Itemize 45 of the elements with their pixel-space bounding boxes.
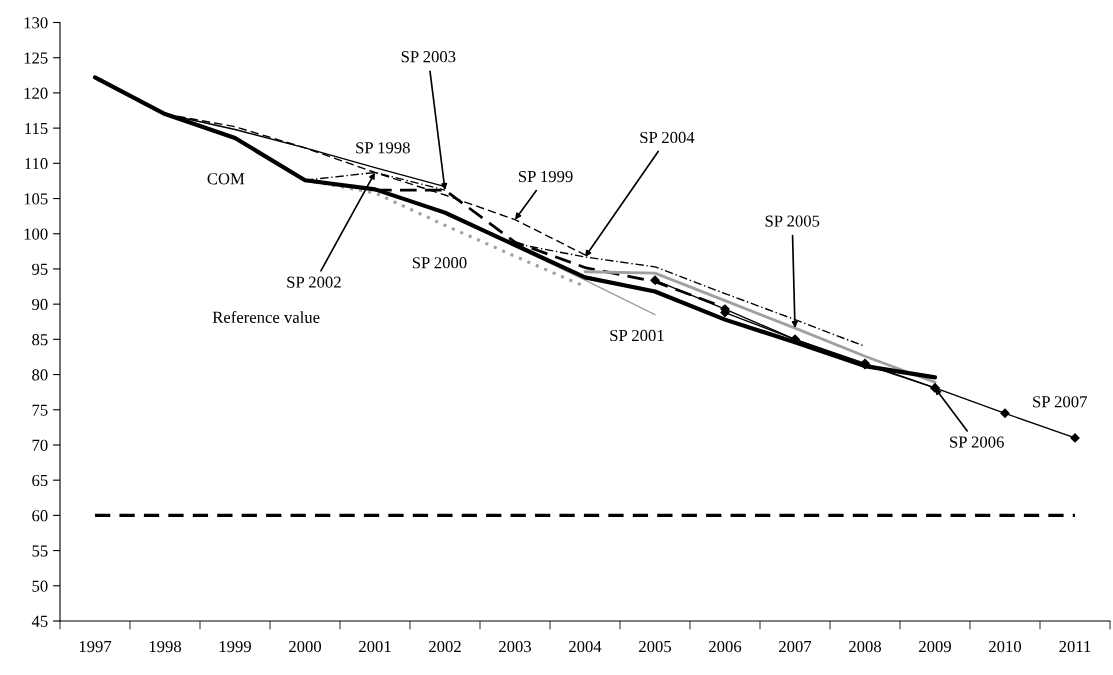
x-tick-label: 2005 bbox=[639, 640, 672, 653]
y-tick-label: 60 bbox=[32, 510, 48, 522]
x-tick-label: 2007 bbox=[779, 640, 812, 653]
text: SP 2006 bbox=[950, 436, 1004, 448]
y-tick-label: 125 bbox=[24, 52, 48, 64]
x-tick-label: 2003 bbox=[499, 640, 532, 653]
x-tick-label: 2011 bbox=[1059, 640, 1091, 653]
annotation: Reference value bbox=[212, 311, 320, 323]
y-tick-label: 45 bbox=[31, 615, 48, 627]
text: SP 2005 bbox=[765, 215, 820, 227]
x-tick-label: 2008 bbox=[849, 640, 882, 653]
x-tick-label: 2001 bbox=[359, 640, 391, 653]
y-tick-label: 130 bbox=[24, 17, 48, 29]
x-tick-label: 2002 bbox=[429, 640, 461, 653]
y-tick-label: 70 bbox=[32, 439, 48, 451]
y-tick-label: 120 bbox=[24, 87, 48, 99]
y-tick-label: 75 bbox=[32, 404, 48, 416]
text: SP 1999 bbox=[518, 170, 573, 183]
y-tick-label: 85 bbox=[32, 334, 48, 346]
series-label: SP 2000 bbox=[412, 257, 467, 269]
text: SP 2003 bbox=[401, 51, 456, 63]
y-tick-label: 50 bbox=[32, 580, 48, 592]
text: SP 2004 bbox=[640, 131, 695, 144]
series-label: COM bbox=[207, 173, 245, 185]
y-tick-label: 80 bbox=[32, 369, 48, 381]
x-tick-label: 1999 bbox=[219, 640, 251, 653]
y-tick-label: 90 bbox=[32, 298, 48, 311]
x-tick-label: 1998 bbox=[149, 640, 182, 653]
y-tick-label: 115 bbox=[25, 122, 48, 135]
series-label: SP 2007 bbox=[1033, 396, 1087, 408]
x-tick-label: 2004 bbox=[569, 640, 602, 653]
y-tick-label: 100 bbox=[24, 228, 48, 240]
x-tick-label: 2010 bbox=[989, 640, 1022, 653]
x-tick-label: 2006 bbox=[709, 640, 742, 653]
y-tick-label: 55 bbox=[32, 545, 48, 557]
y-tick-label: 105 bbox=[24, 193, 48, 205]
y-tick-label: 95 bbox=[32, 263, 48, 275]
y-tick-label: 65 bbox=[32, 474, 48, 487]
text: SP 2002 bbox=[287, 276, 341, 288]
x-tick-label: 1997 bbox=[79, 640, 112, 653]
series-label: SP 1998 bbox=[356, 142, 410, 154]
x-tick-label: 2000 bbox=[289, 640, 322, 653]
x-tick-label: 2009 bbox=[919, 640, 951, 653]
y-tick-label: 110 bbox=[25, 158, 48, 170]
series-label: SP 2001 bbox=[610, 329, 664, 342]
